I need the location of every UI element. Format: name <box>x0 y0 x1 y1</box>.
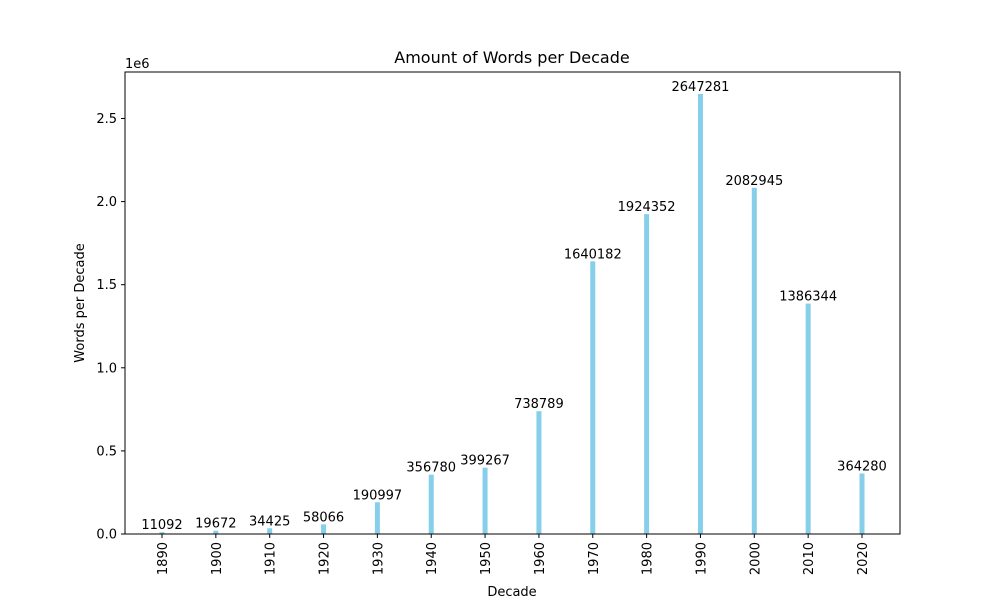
y-tick-label-4: 2.0 <box>96 195 117 210</box>
data-label-1980: 1924352 <box>618 200 676 215</box>
data-label-1960: 738789 <box>514 397 564 412</box>
bar-1950 <box>482 467 488 534</box>
y-tick-label-3: 1.5 <box>96 278 117 293</box>
bar-1980 <box>644 214 650 534</box>
y-tick-label-5: 2.5 <box>96 112 117 127</box>
data-label-1920: 58066 <box>303 510 344 525</box>
x-tick-label-1910: 1910 <box>264 542 279 575</box>
data-label-1890: 11092 <box>141 518 182 533</box>
x-axis-label: Decade <box>487 585 536 600</box>
bar-1920 <box>321 524 327 534</box>
y-offset-label: 1e6 <box>125 57 150 72</box>
data-label-1940: 356780 <box>406 461 456 476</box>
bar-1990 <box>697 93 703 534</box>
x-tick-label-2000: 2000 <box>748 542 763 575</box>
data-label-2020: 364280 <box>837 459 887 474</box>
y-tick-label-0: 0.0 <box>96 528 117 543</box>
bar-1970 <box>590 261 596 534</box>
x-tick-label-1950: 1950 <box>479 542 494 575</box>
bar-1940 <box>428 474 434 534</box>
data-label-1930: 190997 <box>353 488 403 503</box>
bar-2020 <box>859 473 865 534</box>
data-label-1990: 2647281 <box>672 80 730 95</box>
data-label-1950: 399267 <box>460 454 510 469</box>
x-tick-label-1940: 1940 <box>425 542 440 575</box>
bar-1960 <box>536 411 542 534</box>
data-label-2010: 1386344 <box>779 290 837 305</box>
y-tick-label-1: 0.5 <box>96 444 117 459</box>
bar-1890 <box>159 532 165 534</box>
x-axis-ticks: 1890 1900 1910 1920 1930 1940 1950 1960 1970 1980… <box>156 534 871 575</box>
bar-1900 <box>213 530 219 534</box>
x-tick-label-1990: 1990 <box>694 542 709 575</box>
y-axis-label: Words per Decade <box>73 243 88 362</box>
x-tick-label-1980: 1980 <box>641 542 656 575</box>
data-label-1910: 34425 <box>249 514 290 529</box>
chart-title: Amount of Words per Decade <box>394 48 629 67</box>
data-label-2000: 2082945 <box>725 174 783 189</box>
data-label-1900: 19672 <box>195 517 236 532</box>
x-tick-label-1960: 1960 <box>533 542 548 575</box>
plot-frame <box>124 71 901 535</box>
y-tick-label-2: 1.0 <box>96 361 117 376</box>
x-tick-label-1930: 1930 <box>371 542 386 575</box>
data-label-1970: 1640182 <box>564 247 622 262</box>
bar-2010 <box>805 303 811 534</box>
x-tick-label-1900: 1900 <box>210 542 225 575</box>
x-tick-label-2010: 2010 <box>802 542 817 575</box>
bar-2000 <box>751 187 757 534</box>
x-tick-label-1970: 1970 <box>587 542 602 575</box>
x-tick-label-1890: 1890 <box>156 542 171 575</box>
bar-1930 <box>374 502 380 534</box>
bars <box>159 93 865 534</box>
bar-1910 <box>267 528 273 534</box>
x-tick-label-1920: 1920 <box>318 542 333 575</box>
x-tick-label-2020: 2020 <box>856 542 871 575</box>
y-axis-ticks: 0.0 0.5 1.0 1.5 2.0 2.5 <box>96 112 125 543</box>
